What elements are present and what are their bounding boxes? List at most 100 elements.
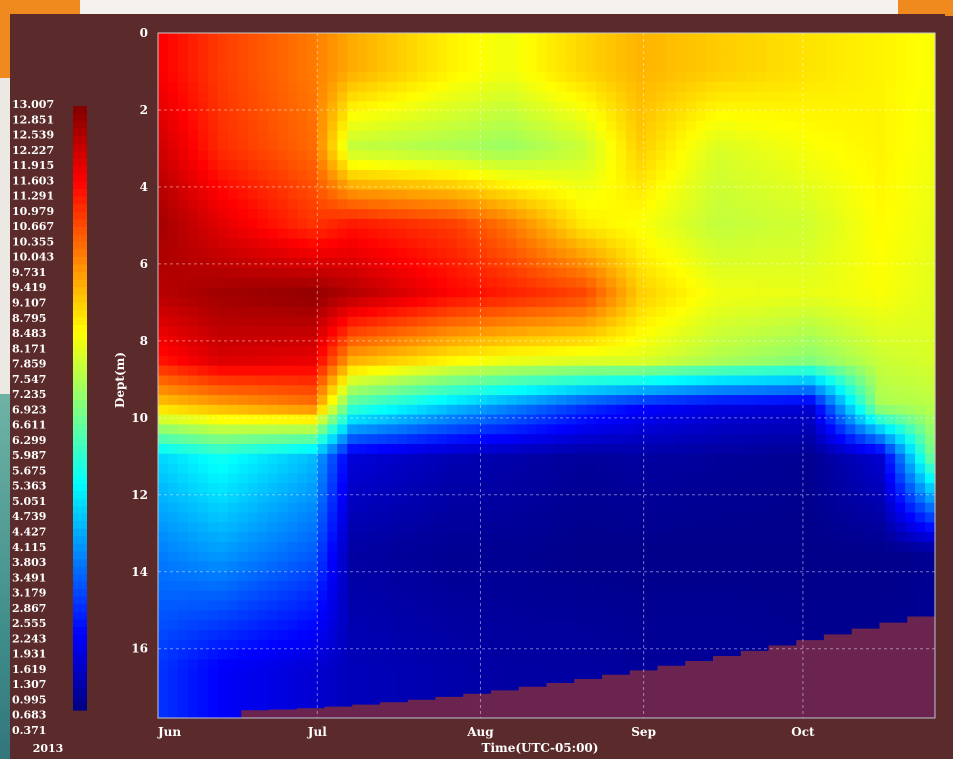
heatmap-cell — [626, 121, 637, 132]
heatmap-cell — [735, 33, 747, 44]
heatmap-cell — [217, 561, 229, 572]
heatmap-cell — [636, 326, 647, 337]
heatmap-cell — [666, 316, 677, 328]
heatmap-cell — [367, 453, 378, 465]
heatmap-cell — [387, 541, 398, 553]
heatmap-cell — [337, 42, 348, 54]
heatmap-cell — [636, 600, 647, 611]
heatmap-cell — [695, 444, 707, 455]
heatmap-cell — [267, 502, 279, 514]
heatmap-cell — [257, 365, 269, 377]
heatmap-cell — [317, 571, 328, 582]
heatmap-cell — [158, 532, 169, 543]
heatmap-cell — [436, 600, 448, 611]
heatmap-cell — [915, 483, 926, 494]
heatmap-cell — [277, 365, 289, 377]
heatmap-cell — [735, 248, 747, 259]
heatmap-cell — [407, 248, 418, 259]
heatmap-cell — [705, 336, 717, 347]
heatmap-cell — [297, 336, 309, 347]
heatmap-cell — [167, 434, 179, 445]
heatmap-cell — [466, 610, 478, 621]
heatmap-cell — [656, 512, 667, 523]
heatmap-cell — [317, 581, 328, 592]
heatmap-cell — [476, 395, 488, 406]
heatmap-cell — [825, 365, 836, 377]
heatmap-cell — [267, 600, 279, 611]
heatmap-cell — [755, 140, 767, 152]
heatmap-cell — [825, 140, 836, 152]
heatmap-cell — [287, 385, 299, 396]
heatmap-cell — [865, 62, 876, 73]
heatmap-cell — [277, 33, 289, 44]
heatmap-cell — [685, 130, 697, 142]
heatmap-cell — [606, 483, 617, 494]
heatmap-cell — [546, 463, 558, 474]
heatmap-cell — [646, 375, 657, 386]
heatmap-cell — [725, 414, 737, 426]
heatmap-cell — [596, 434, 607, 445]
heatmap-cell — [735, 140, 747, 152]
heatmap-cell — [785, 483, 797, 494]
heatmap-cell — [476, 326, 488, 337]
heatmap-cell — [506, 111, 518, 122]
heatmap-cell — [436, 179, 448, 191]
heatmap-cell — [795, 228, 807, 240]
heatmap-cell — [755, 473, 767, 484]
heatmap-cell — [158, 238, 169, 249]
heatmap-cell — [506, 228, 518, 240]
heatmap-cell — [915, 258, 926, 269]
heatmap-cell — [566, 189, 577, 200]
heatmap-cell — [267, 434, 279, 445]
heatmap-cell — [576, 316, 587, 328]
heatmap-cell — [347, 316, 358, 328]
heatmap-cell — [865, 522, 876, 533]
heatmap-cell — [865, 404, 876, 416]
heatmap-cell — [227, 473, 239, 484]
heatmap-cell — [875, 170, 886, 181]
heatmap-cell — [765, 326, 777, 337]
heatmap-cell — [367, 581, 378, 592]
heatmap-cell — [855, 42, 866, 54]
heatmap-cell — [536, 33, 548, 44]
heatmap-cell — [705, 101, 717, 112]
heatmap-cell — [636, 649, 647, 660]
heatmap-cell — [835, 277, 846, 289]
heatmap-cell — [387, 179, 398, 191]
heatmap-cell — [397, 629, 408, 641]
heatmap-cell — [695, 336, 707, 347]
heatmap-cell — [407, 444, 418, 455]
heatmap-cell — [516, 81, 528, 93]
heatmap-cell — [576, 258, 587, 269]
heatmap-cell — [496, 297, 508, 308]
heatmap-cell — [446, 365, 458, 377]
heatmap-cell — [207, 365, 219, 377]
heatmap-cell — [546, 512, 558, 523]
heatmap-cell — [347, 81, 358, 93]
heatmap-cell — [925, 610, 936, 621]
heatmap-cell — [785, 620, 797, 631]
heatmap-cell — [546, 62, 558, 73]
heatmap-cell — [516, 160, 528, 171]
heatmap-cell — [257, 639, 269, 651]
heatmap-cell — [725, 404, 737, 416]
heatmap-cell — [905, 404, 916, 416]
heatmap-cell — [795, 414, 807, 426]
heatmap-cell — [556, 434, 568, 445]
heatmap-cell — [915, 492, 926, 504]
heatmap-cell — [158, 414, 169, 426]
heatmap-cell — [845, 228, 856, 240]
heatmap-cell — [247, 483, 259, 494]
heatmap-cell — [745, 33, 757, 44]
heatmap-cell — [616, 629, 627, 641]
heatmap-cell — [486, 189, 498, 200]
heatmap-cell — [446, 483, 458, 494]
heatmap-cell — [815, 121, 827, 132]
heatmap-cell — [347, 297, 358, 308]
heatmap-cell — [775, 179, 787, 191]
heatmap-cell — [207, 179, 219, 191]
heatmap-cell — [666, 297, 677, 308]
heatmap-cell — [197, 502, 209, 514]
heatmap-cell — [685, 287, 697, 298]
heatmap-cell — [317, 532, 328, 543]
